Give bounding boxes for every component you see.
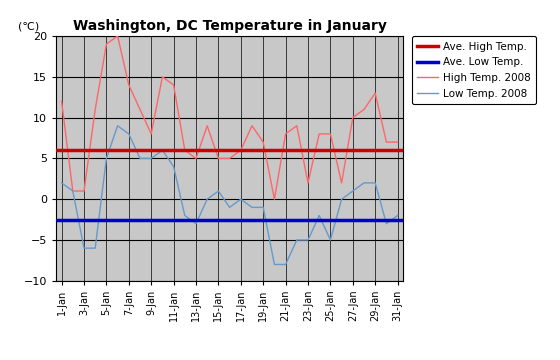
Legend: Ave. High Temp., Ave. Low Temp., High Temp. 2008, Low Temp. 2008: Ave. High Temp., Ave. Low Temp., High Te…	[412, 36, 536, 104]
Title: Washington, DC Temperature in January: Washington, DC Temperature in January	[73, 19, 386, 33]
Y-axis label: (℃): (℃)	[17, 21, 39, 31]
